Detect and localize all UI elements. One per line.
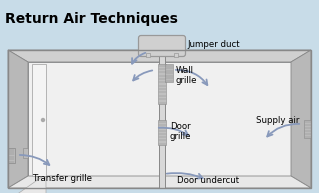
Polygon shape [291,50,311,188]
Text: Jumper duct: Jumper duct [187,40,240,49]
FancyBboxPatch shape [138,36,186,57]
Text: Door
grille: Door grille [170,122,191,141]
Bar [23,148,28,158]
Text: Transfer grille: Transfer grille [33,174,92,183]
Circle shape [41,119,44,122]
Bar [174,53,178,57]
Bar [8,148,15,163]
Bar [304,120,311,138]
Bar [165,64,173,82]
Text: Door undercut: Door undercut [177,176,239,185]
Polygon shape [162,50,311,62]
Polygon shape [28,62,160,176]
Polygon shape [8,50,28,188]
Text: Wall
grille: Wall grille [176,66,197,85]
Text: Supply air: Supply air [256,116,299,125]
Bar [158,64,166,104]
Bar [158,120,166,145]
Bar [146,53,150,57]
Bar [159,50,165,188]
Polygon shape [8,50,162,62]
Wedge shape [17,174,46,193]
Polygon shape [8,176,162,188]
Text: Return Air Techniques: Return Air Techniques [5,12,178,26]
Polygon shape [164,62,291,176]
Bar [32,64,46,176]
Polygon shape [162,176,311,188]
